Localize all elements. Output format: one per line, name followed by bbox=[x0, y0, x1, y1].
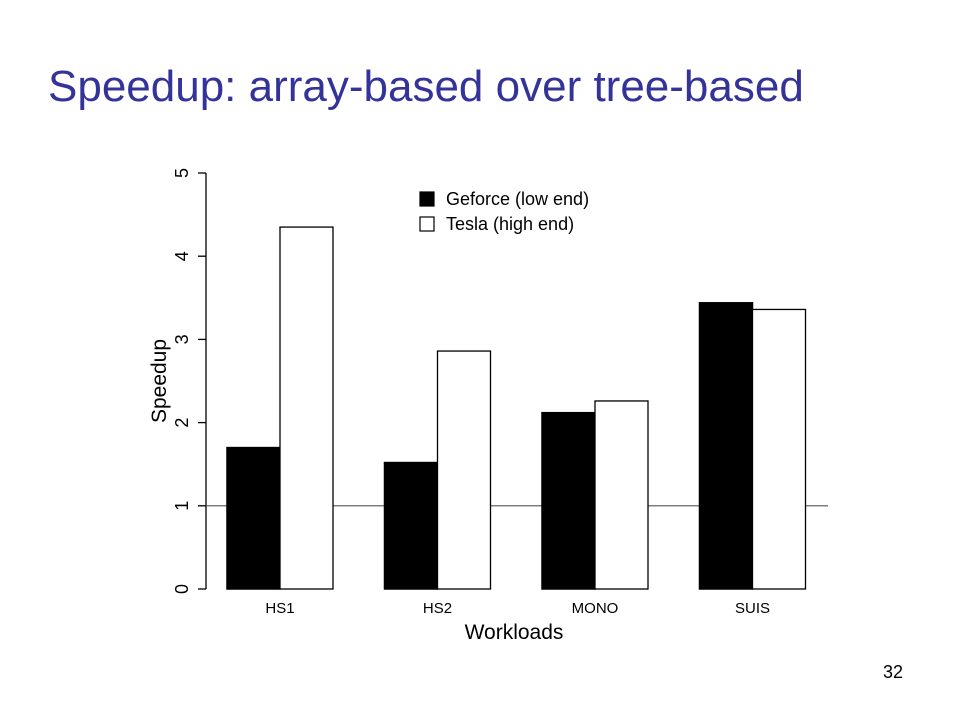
x-tick-label: HS1 bbox=[265, 600, 294, 617]
bar-mono-series-2 bbox=[594, 400, 649, 590]
y-axis: 0 1 2 3 4 5 bbox=[172, 168, 207, 594]
y-tick-label: 4 bbox=[172, 251, 192, 261]
y-axis-label: Speedup bbox=[148, 339, 171, 423]
x-tick-label: MONO bbox=[572, 600, 619, 617]
legend-label-series-2: Tesla (high end) bbox=[446, 214, 574, 234]
y-tick-label: 5 bbox=[172, 168, 192, 178]
y-tick-label: 3 bbox=[172, 334, 192, 344]
legend-swatch-series-1 bbox=[419, 191, 435, 207]
bar-suis-series-2 bbox=[751, 308, 807, 590]
legend-label-series-1: Geforce (low end) bbox=[446, 189, 589, 209]
bar-hs1-series-1 bbox=[226, 446, 281, 590]
legend-swatch-series-2 bbox=[419, 216, 435, 232]
bar-hs2-series-2 bbox=[436, 350, 492, 590]
slide-title: Speedup: array-based over tree-based bbox=[48, 62, 804, 111]
y-tick-label: 2 bbox=[172, 418, 192, 428]
y-tick-label: 1 bbox=[172, 501, 192, 511]
bar-mono-series-1 bbox=[541, 411, 596, 590]
bar-hs1-series-2 bbox=[279, 226, 334, 590]
bar-hs2-series-1 bbox=[383, 461, 439, 590]
legend: Geforce (low end) Tesla (high end) bbox=[419, 189, 589, 234]
page-number: 32 bbox=[882, 662, 903, 682]
x-tick-labels: HS1 HS2 MONO SUIS bbox=[265, 600, 770, 617]
y-tick-label: 0 bbox=[172, 584, 192, 594]
x-tick-label: HS2 bbox=[423, 600, 452, 617]
bar-suis-series-1 bbox=[698, 302, 754, 590]
x-axis-label: Workloads bbox=[465, 621, 564, 644]
x-tick-label: SUIS bbox=[735, 600, 770, 617]
bars bbox=[226, 226, 807, 590]
